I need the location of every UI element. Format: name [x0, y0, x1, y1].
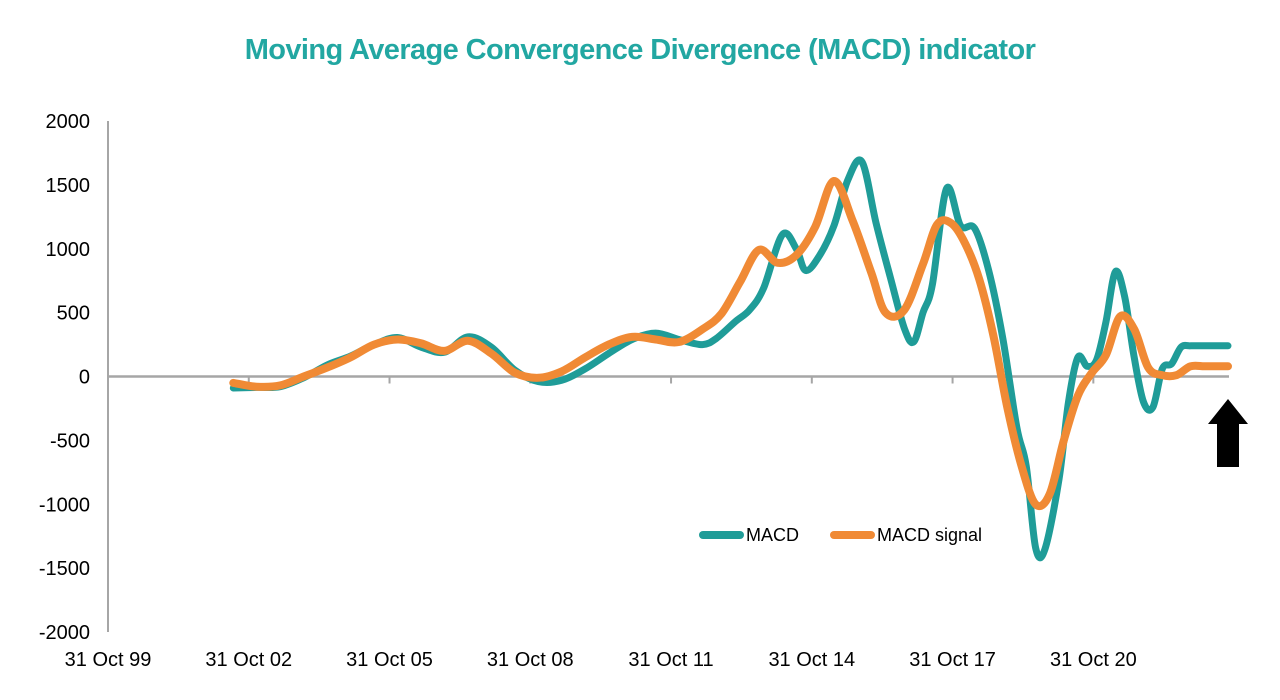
legend: MACD MACD signal	[699, 525, 982, 545]
x-tick-label: 31 Oct 20	[1050, 649, 1137, 671]
y-tick-label: 2000	[46, 111, 91, 133]
legend-signal-label: MACD signal	[877, 525, 982, 545]
chart-title: Moving Average Convergence Divergence (M…	[244, 34, 1036, 66]
x-tick-label: 31 Oct 05	[346, 649, 433, 671]
x-tick-label: 31 Oct 02	[205, 649, 292, 671]
series-layer	[229, 156, 1232, 562]
y-tick-label: -500	[50, 430, 90, 452]
x-axis: 31 Oct 99 31 Oct 02 31 Oct 05 31 Oct 08 31 O…	[65, 375, 1229, 671]
y-tick-label: -1500	[39, 558, 90, 580]
y-tick-label: 0	[79, 367, 90, 389]
x-tick-label: 31 Oct 17	[909, 649, 996, 671]
y-tick-label: -1000	[39, 494, 90, 516]
y-axis: 2000 1500 1000 500 0 -500 -1000 -1500 -2000	[39, 111, 109, 644]
x-tick-label: 31 Oct 11	[628, 649, 713, 671]
y-tick-label: 1500	[46, 175, 91, 197]
y-tick-label: 1000	[46, 239, 91, 261]
annotation-layer	[1208, 399, 1248, 467]
x-tick-label: 31 Oct 99	[65, 649, 152, 671]
macd-signal-line	[229, 177, 1232, 511]
macd-line	[229, 156, 1232, 562]
x-tick-label: 31 Oct 08	[487, 649, 574, 671]
y-tick-label: 500	[57, 303, 90, 325]
legend-macd-label: MACD	[746, 525, 799, 545]
y-tick-label: -2000	[39, 622, 90, 644]
up-arrow-icon	[1208, 399, 1248, 467]
x-tick-label: 31 Oct 14	[768, 649, 855, 671]
